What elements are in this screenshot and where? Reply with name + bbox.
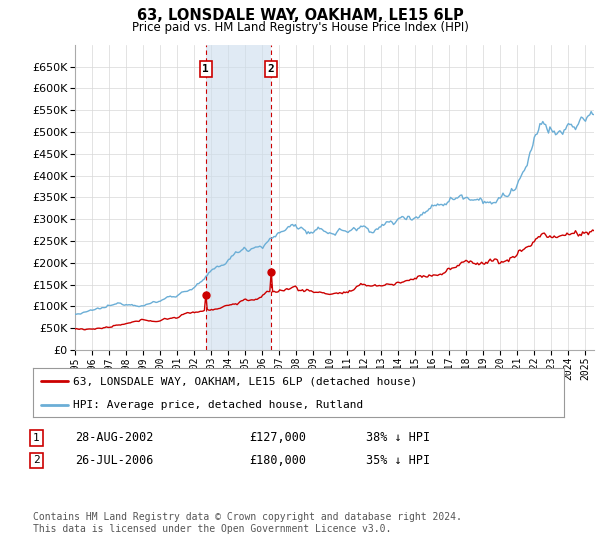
Text: 63, LONSDALE WAY, OAKHAM, LE15 6LP: 63, LONSDALE WAY, OAKHAM, LE15 6LP: [137, 8, 463, 24]
Text: 2: 2: [268, 64, 275, 74]
Text: Contains HM Land Registry data © Crown copyright and database right 2024.
This d: Contains HM Land Registry data © Crown c…: [33, 512, 462, 534]
Text: HPI: Average price, detached house, Rutland: HPI: Average price, detached house, Rutl…: [73, 400, 363, 410]
Text: 26-JUL-2006: 26-JUL-2006: [75, 454, 154, 467]
Text: 2: 2: [33, 455, 40, 465]
Text: 28-AUG-2002: 28-AUG-2002: [75, 431, 154, 445]
Text: 1: 1: [202, 64, 209, 74]
Text: 1: 1: [33, 433, 40, 443]
Text: £180,000: £180,000: [249, 454, 306, 467]
Text: £127,000: £127,000: [249, 431, 306, 445]
Text: 63, LONSDALE WAY, OAKHAM, LE15 6LP (detached house): 63, LONSDALE WAY, OAKHAM, LE15 6LP (deta…: [73, 376, 417, 386]
Bar: [206, 45, 271, 350]
Text: 38% ↓ HPI: 38% ↓ HPI: [366, 431, 430, 445]
Text: 35% ↓ HPI: 35% ↓ HPI: [366, 454, 430, 467]
Text: Price paid vs. HM Land Registry's House Price Index (HPI): Price paid vs. HM Land Registry's House …: [131, 21, 469, 34]
